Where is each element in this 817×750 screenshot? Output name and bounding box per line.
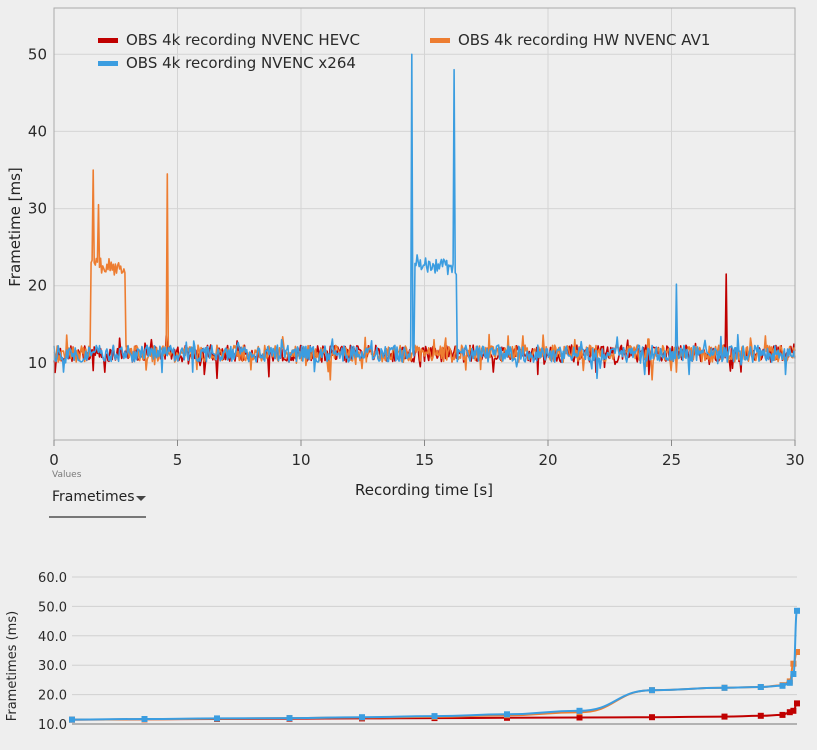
x-axis-title: Recording time [s]	[355, 481, 493, 499]
legend: OBS 4k recording NVENC HEVC OBS 4k record…	[98, 31, 710, 72]
dropdown-selected-value: Frametimes	[52, 489, 135, 505]
legend-swatch	[430, 38, 450, 43]
percentile-point-marker	[214, 715, 220, 722]
percentile-point-marker	[721, 684, 728, 691]
percentile-point-marker	[69, 716, 75, 723]
y-tick-label: 40	[28, 122, 47, 140]
percentile-point-marker	[576, 714, 583, 721]
series-line	[53, 53, 796, 380]
legend-swatch	[98, 61, 118, 66]
chevron-down-icon	[136, 496, 146, 501]
values-dropdown[interactable]: Values Frametimes	[49, 470, 146, 518]
percentile-point-marker	[790, 671, 797, 677]
percentile-point-marker	[779, 711, 786, 718]
percentile-point-marker	[649, 687, 655, 694]
y-tick-label: 10	[28, 354, 47, 372]
percentile-y-tick-label: 10.0	[38, 718, 67, 733]
percentile-y-tick-label: 50.0	[38, 600, 67, 615]
percentile-point-marker	[757, 684, 764, 690]
x-tick-label: 20	[538, 451, 557, 469]
x-tick-label: 5	[173, 451, 183, 469]
percentile-y-tick-label: 60.0	[38, 571, 67, 586]
legend-label: OBS 4k recording NVENC x264	[126, 54, 356, 72]
percentile-y-tick-label: 20.0	[38, 689, 67, 704]
x-tick-label: 30	[785, 451, 804, 469]
series-line	[53, 169, 796, 381]
percentile-point-marker	[794, 649, 800, 655]
x-tick-label: 10	[291, 451, 310, 469]
frametime-line-chart: 0 5 10 15 20 25 30 10 20 30 40 50 Recording time [s…	[6, 7, 805, 499]
percentile-line-chart: 10.0 20.0 30.0 40.0 50.0 60.0 Frametimes (ms)	[5, 571, 800, 733]
percentile-series-line	[71, 651, 798, 721]
y-axis-title: Frametime [ms]	[6, 167, 24, 287]
percentile-point-marker	[790, 707, 797, 714]
percentile-point-marker	[359, 714, 365, 721]
percentile-point-marker	[141, 716, 148, 722]
legend-label: OBS 4k recording NVENC HEVC	[126, 31, 360, 49]
percentile-y-tick-label: 40.0	[38, 630, 67, 645]
dropdown-caption: Values	[52, 470, 82, 480]
percentile-point-marker	[794, 700, 800, 707]
percentile-point-marker	[794, 607, 800, 614]
percentile-point-marker	[286, 715, 293, 722]
percentile-series-line	[71, 609, 798, 721]
x-tick-label: 15	[415, 451, 434, 469]
y-tick-label: 20	[28, 277, 47, 295]
percentile-point-marker	[649, 714, 655, 721]
percentile-point-marker	[431, 713, 438, 720]
percentile-point-marker	[786, 679, 793, 686]
percentile-y-axis-title: Frametimes (ms)	[5, 611, 20, 721]
y-tick-label: 30	[28, 200, 47, 218]
percentile-point-marker	[786, 709, 793, 716]
percentile-point-marker	[790, 660, 797, 667]
legend-label: OBS 4k recording HW NVENC AV1	[458, 31, 710, 49]
percentile-point-marker	[721, 713, 728, 720]
percentile-point-marker	[576, 707, 583, 714]
percentile-point-marker	[504, 711, 510, 718]
legend-swatch	[98, 38, 118, 43]
percentile-point-marker	[779, 682, 786, 689]
x-tick-label: 25	[662, 451, 681, 469]
y-tick-label: 50	[28, 45, 47, 63]
x-tick-label: 0	[49, 451, 59, 469]
percentile-point-marker	[757, 712, 764, 719]
percentile-y-tick-label: 30.0	[38, 659, 67, 674]
